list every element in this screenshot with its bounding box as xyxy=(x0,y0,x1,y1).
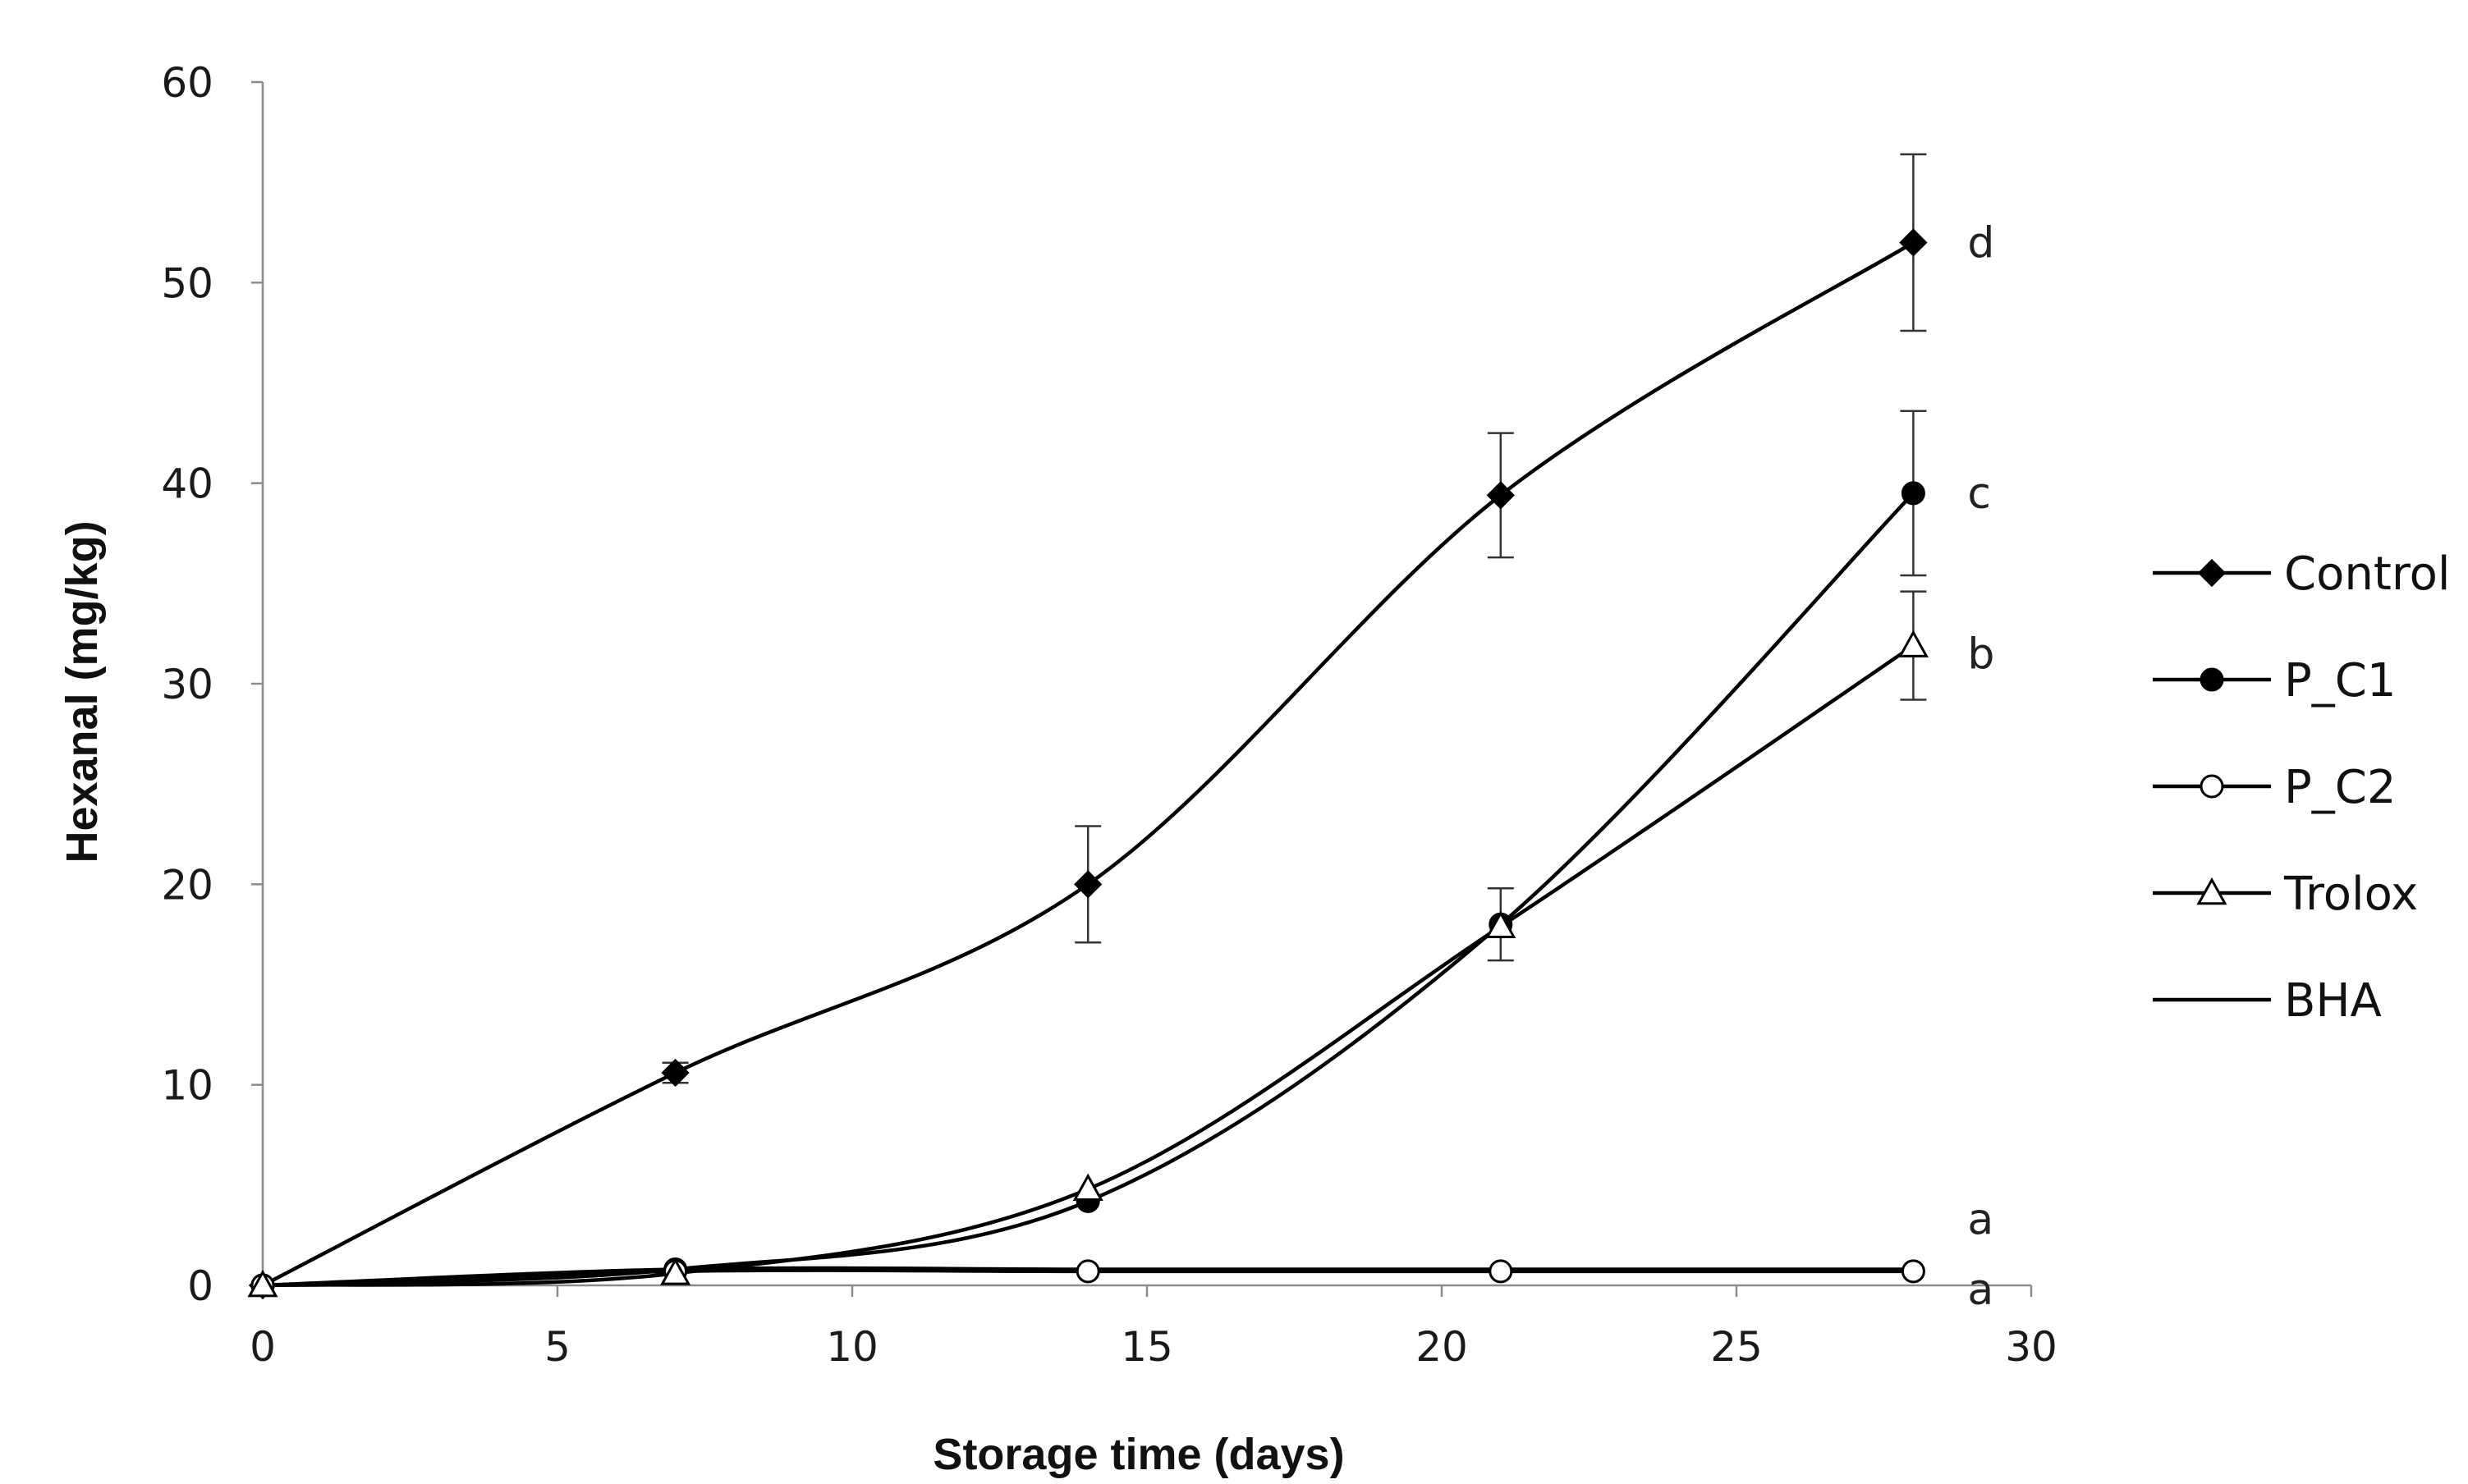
significance-letter: c xyxy=(1967,469,1991,519)
axes: 0 10 20 30 40 50 60 0 5 10 15 20 25 30 xyxy=(161,59,2057,1371)
y-tick-label: 10 xyxy=(161,1062,213,1110)
legend-label-p-c1: P_C1 xyxy=(2284,654,2397,708)
y-tick-label: 20 xyxy=(161,861,213,909)
significance-labels: d c b aa xyxy=(1967,218,1994,1314)
significance-letter: b xyxy=(1967,630,1994,679)
series-line-control xyxy=(261,240,1915,1287)
data-point-trolox xyxy=(660,1257,691,1285)
significance-letter: a xyxy=(1967,1266,1993,1315)
legend: Control P_C1 P_C2 Trolox BHA xyxy=(2153,547,2450,1028)
y-tick-label: 0 xyxy=(187,1262,213,1310)
data-point-trolox xyxy=(1485,910,1516,938)
data-point-trolox xyxy=(247,1269,278,1298)
series-markers xyxy=(247,153,1929,1300)
legend-label-p-c2: P_C2 xyxy=(2284,761,2397,814)
data-point-control xyxy=(1899,228,1928,257)
series-line-p-c1 xyxy=(262,492,1915,1288)
x-tick-label: 5 xyxy=(544,1323,571,1371)
x-tick-label: 10 xyxy=(826,1323,878,1371)
x-tick-label: 15 xyxy=(1121,1323,1173,1371)
data-point-trolox xyxy=(1897,630,1929,657)
data-point-p-c2 xyxy=(1489,1259,1513,1284)
legend-marker-trolox xyxy=(2196,877,2227,905)
y-tick-label: 60 xyxy=(161,59,213,107)
legend-marker-p-c2 xyxy=(2200,774,2224,799)
data-point-trolox xyxy=(1072,1173,1103,1202)
data-point-p-c2 xyxy=(1901,1259,1925,1284)
legend-label-control: Control xyxy=(2284,547,2450,601)
data-point-p-c2 xyxy=(1076,1259,1100,1284)
y-tick-label: 50 xyxy=(161,259,213,307)
y-tick-label: 40 xyxy=(161,460,213,508)
legend-marker-p-c1 xyxy=(2200,667,2224,692)
y-tick-label: 30 xyxy=(161,661,213,708)
x-axis-title: Storage time (days) xyxy=(933,1430,1344,1479)
x-tick-label: 20 xyxy=(1415,1323,1468,1371)
x-tick-label: 30 xyxy=(2005,1323,2057,1371)
legend-label-bha: BHA xyxy=(2284,974,2382,1028)
series-lines xyxy=(261,240,1915,1288)
significance-letter: d xyxy=(1967,218,1994,268)
data-point-control xyxy=(661,1058,690,1088)
data-point-control xyxy=(1074,870,1103,899)
legend-marker-control xyxy=(2197,558,2227,588)
significance-letter: a xyxy=(1967,1195,1993,1244)
series-line-trolox xyxy=(262,644,1915,1288)
data-point-p-c1 xyxy=(1901,481,1925,506)
x-tick-label: 25 xyxy=(1710,1323,1763,1371)
y-axis-title: Hexanal (mg/kg) xyxy=(57,520,107,863)
x-tick-label: 0 xyxy=(250,1323,276,1371)
legend-label-trolox: Trolox xyxy=(2283,868,2418,921)
data-point-control xyxy=(1486,481,1515,510)
